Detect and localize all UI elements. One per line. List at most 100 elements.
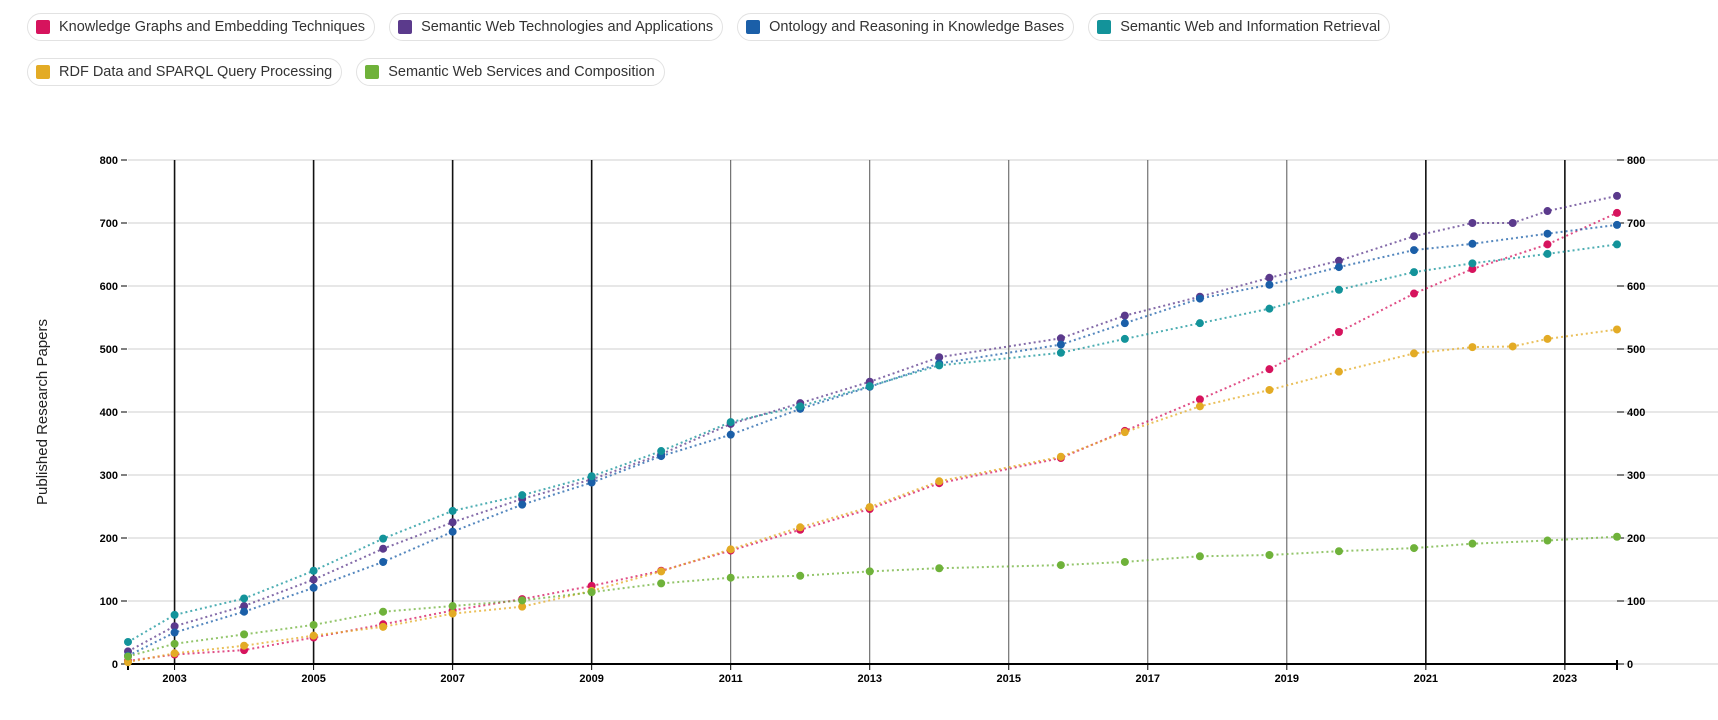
- data-point: [1120, 428, 1129, 437]
- data-point: [796, 523, 805, 532]
- data-point: [1468, 239, 1477, 248]
- data-point: [240, 607, 249, 616]
- data-point: [1265, 551, 1274, 560]
- legend-swatch: [746, 20, 761, 34]
- legend-item[interactable]: RDF Data and SPARQL Query Processing: [27, 58, 343, 86]
- series-line: [127, 328, 1618, 664]
- data-point: [1543, 207, 1552, 216]
- legend-item[interactable]: Semantic Web Services and Composition: [356, 58, 665, 86]
- legend-label: Semantic Web and Information Retrieval: [1120, 19, 1381, 35]
- data-point: [1056, 452, 1065, 461]
- data-point: [1334, 367, 1343, 376]
- data-point: [170, 639, 179, 648]
- data-point: [1265, 304, 1274, 313]
- data-point: [1120, 319, 1129, 328]
- data-point: [124, 652, 132, 661]
- data-point: [1410, 349, 1419, 358]
- data-point: [1265, 385, 1274, 394]
- data-point: [1613, 240, 1621, 249]
- data-point: [309, 620, 318, 629]
- data-point: [1195, 319, 1204, 328]
- data-point: [240, 641, 249, 650]
- y-tick-label-left: 300: [100, 470, 118, 482]
- data-point: [1120, 557, 1129, 566]
- y-tick-label-left: 400: [100, 407, 118, 419]
- x-tick-label: 2015: [997, 673, 1021, 685]
- x-tick-label: 2005: [301, 673, 325, 685]
- data-point: [1334, 256, 1343, 265]
- x-tick-label: 2003: [162, 673, 186, 685]
- y-tick-label-left: 800: [100, 155, 118, 167]
- legend-item[interactable]: Semantic Web and Information Retrieval: [1088, 13, 1391, 41]
- series-line: [127, 194, 1618, 653]
- legend-item[interactable]: Semantic Web Technologies and Applicatio…: [389, 13, 724, 41]
- data-point: [726, 430, 735, 439]
- data-point: [865, 567, 874, 576]
- data-point: [1508, 342, 1517, 351]
- data-point: [379, 534, 388, 543]
- legend: Knowledge Graphs and Embedding Technique…: [27, 13, 1687, 86]
- legend-label: RDF Data and SPARQL Query Processing: [59, 64, 333, 80]
- data-point: [1056, 561, 1065, 570]
- data-point: [1056, 348, 1065, 357]
- data-point: [796, 571, 805, 580]
- legend-swatch: [36, 65, 50, 79]
- data-point: [1613, 325, 1621, 334]
- data-point: [448, 518, 457, 527]
- data-point: [796, 402, 805, 411]
- data-point: [448, 527, 457, 536]
- data-point: [1334, 263, 1343, 272]
- data-point: [1410, 289, 1419, 298]
- data-point: [379, 607, 388, 616]
- data-point: [865, 382, 874, 391]
- data-point: [1195, 395, 1204, 404]
- series-line: [127, 243, 1618, 643]
- data-point: [587, 472, 596, 481]
- y-tick-label-right: 100: [1627, 596, 1645, 608]
- x-tick-label: 2019: [1275, 673, 1299, 685]
- legend-item[interactable]: Ontology and Reasoning in Knowledge Base…: [737, 13, 1075, 41]
- data-point: [1195, 294, 1204, 303]
- data-point: [1468, 259, 1477, 268]
- y-tick-label-right: 400: [1627, 407, 1645, 419]
- data-point: [170, 649, 179, 658]
- data-point: [1334, 547, 1343, 556]
- data-point: [1265, 273, 1274, 282]
- data-point: [518, 596, 527, 605]
- data-point: [1613, 191, 1621, 200]
- data-point: [124, 637, 132, 646]
- y-tick-label-right: 700: [1627, 218, 1645, 230]
- y-tick-label-left: 600: [100, 281, 118, 293]
- data-point: [379, 544, 388, 553]
- series-line: [127, 211, 1618, 662]
- legend-label: Semantic Web Services and Composition: [388, 64, 655, 80]
- data-point: [1508, 219, 1517, 227]
- data-point: [1613, 532, 1621, 541]
- data-point: [240, 630, 249, 639]
- y-tick-label-right: 600: [1627, 281, 1645, 293]
- data-point: [1120, 334, 1129, 343]
- y-tick-label-left: 200: [100, 533, 118, 545]
- legend-swatch: [1097, 20, 1112, 34]
- data-point: [1265, 280, 1274, 289]
- legend-item[interactable]: Knowledge Graphs and Embedding Technique…: [27, 13, 376, 41]
- data-point: [1410, 246, 1419, 255]
- data-point: [587, 478, 596, 487]
- x-tick-label: 2017: [1136, 673, 1160, 685]
- data-point: [726, 545, 735, 554]
- y-axis-title: Published Research Papers: [34, 319, 51, 505]
- data-point: [1334, 285, 1343, 294]
- data-point: [518, 602, 527, 611]
- data-point: [1468, 539, 1477, 548]
- data-point: [935, 564, 944, 573]
- data-point: [448, 609, 457, 618]
- data-point: [309, 575, 318, 584]
- data-point: [379, 622, 388, 631]
- y-tick-label-left: 700: [100, 218, 118, 230]
- y-tick-label-left: 0: [112, 659, 118, 671]
- data-point: [1543, 249, 1552, 258]
- data-point: [1468, 219, 1477, 227]
- series-line: [127, 223, 1618, 657]
- x-tick-label: 2007: [440, 673, 464, 685]
